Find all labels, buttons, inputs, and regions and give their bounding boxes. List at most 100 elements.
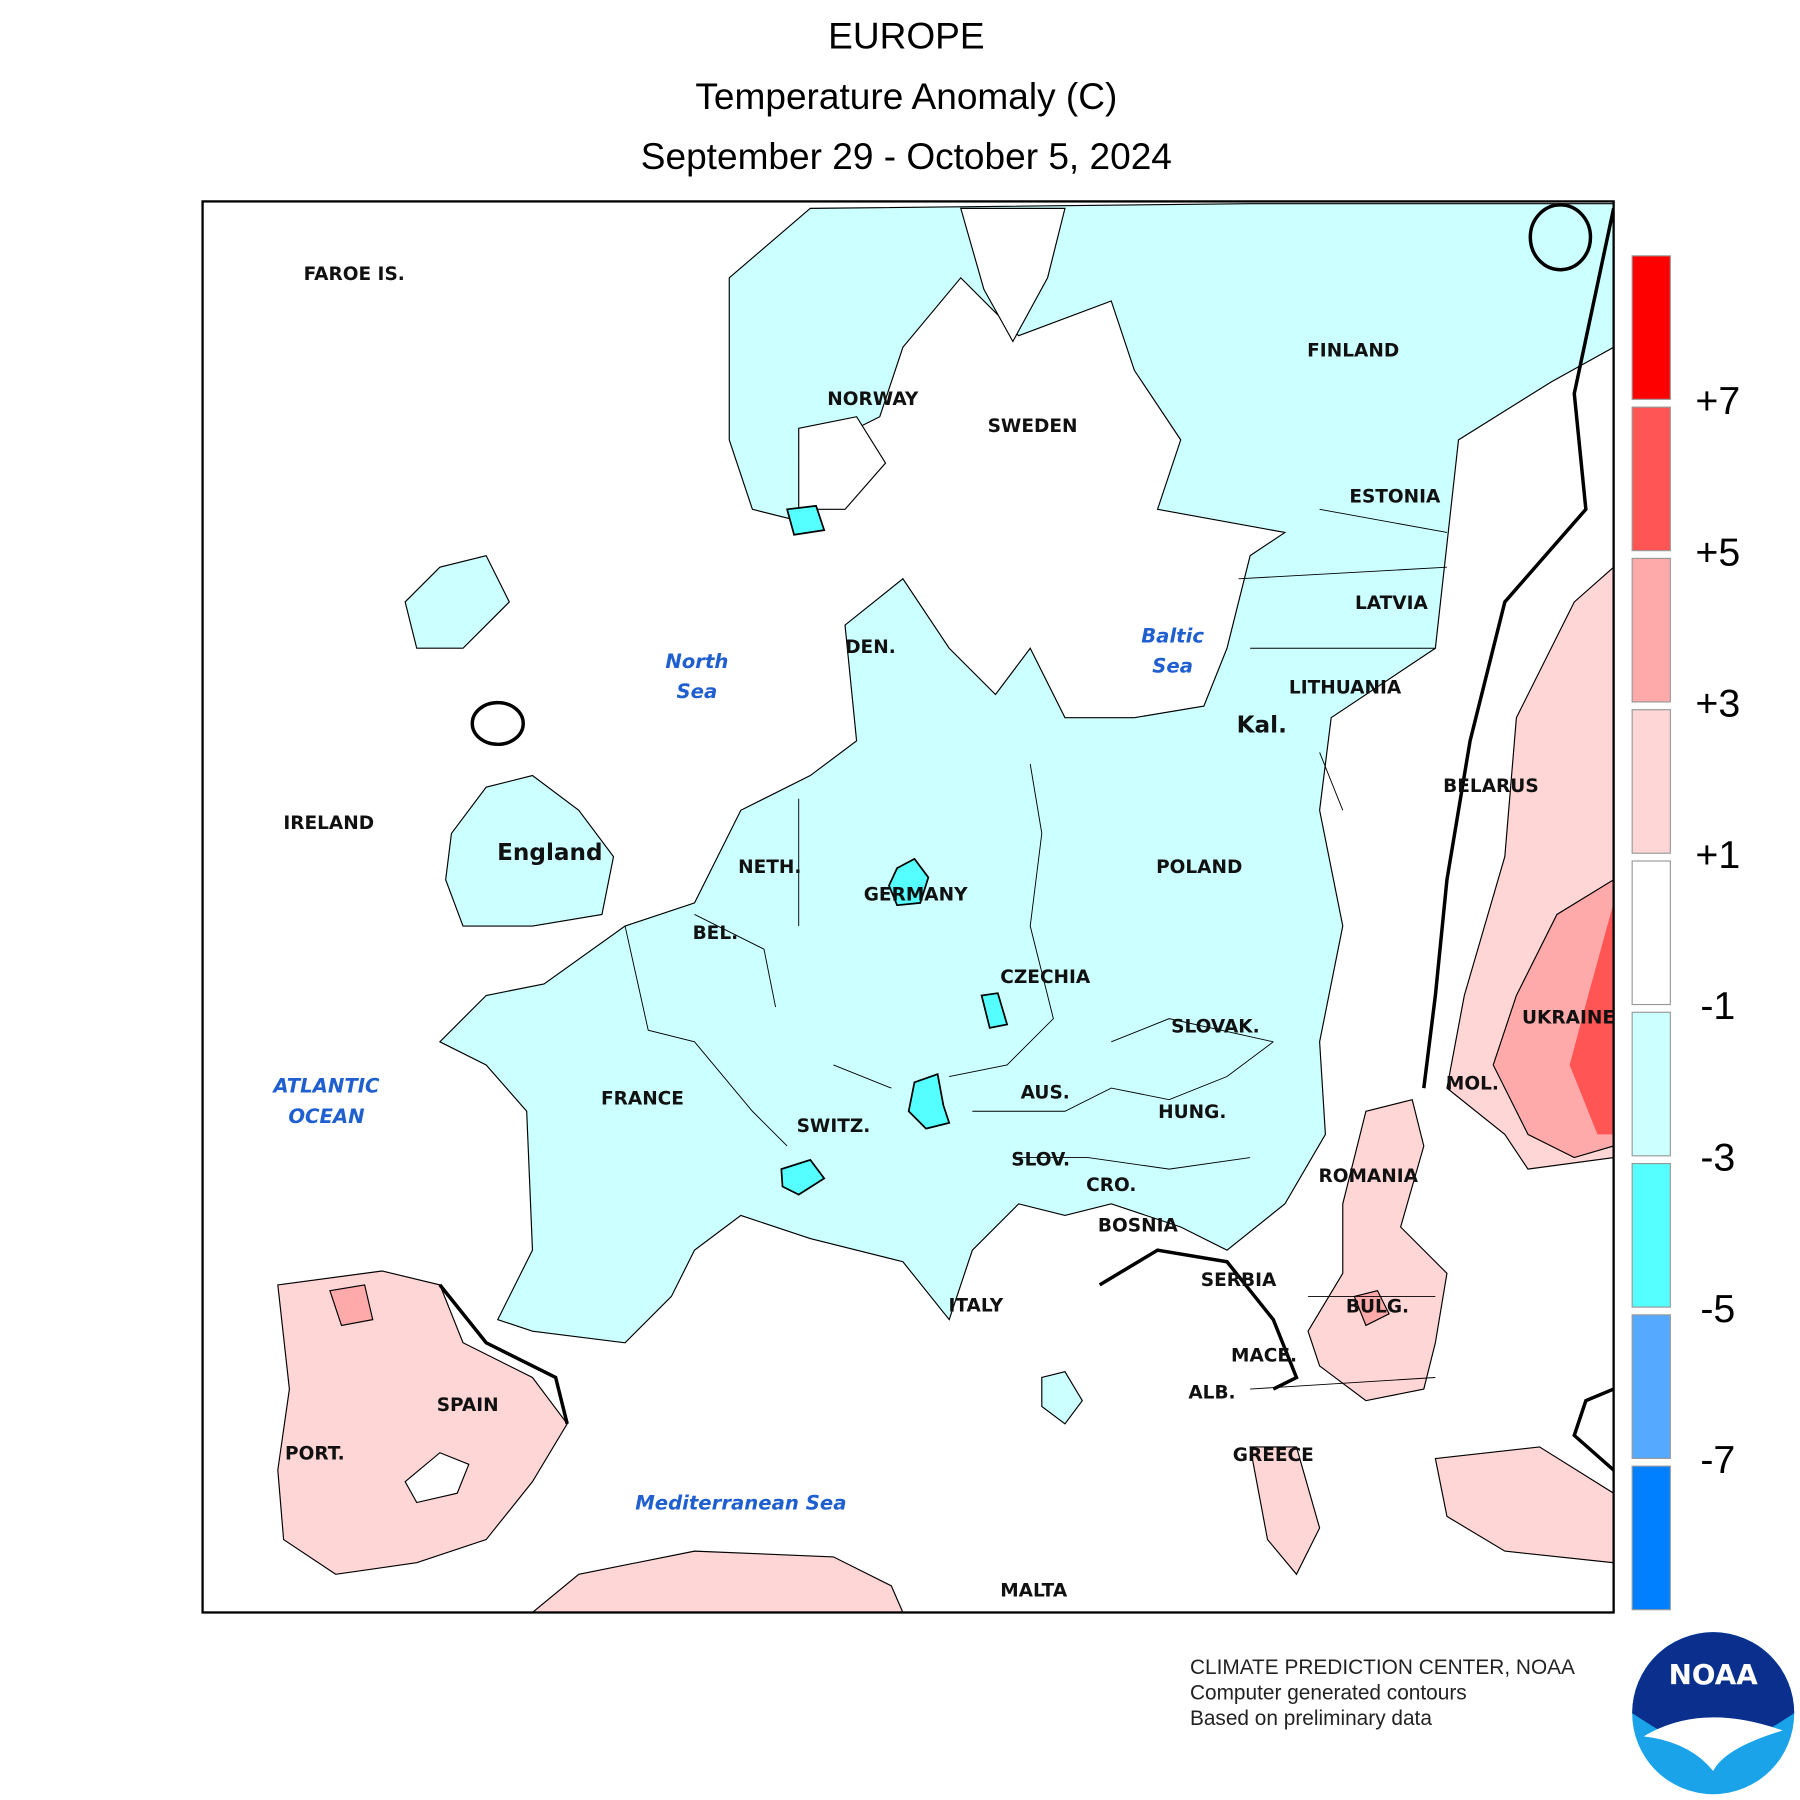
colorbar-segment xyxy=(1631,557,1671,703)
anomaly-region xyxy=(531,1550,904,1613)
country-label: MOL. xyxy=(1446,1073,1499,1094)
map-labels: FAROE IS. NORWAY SWEDEN FINLAND ESTONIA LATVI… xyxy=(271,264,1615,1601)
country-label: BULG. xyxy=(1346,1297,1409,1318)
colorbar-tick-label: -7 xyxy=(1700,1438,1735,1482)
footer-line: CLIMATE PREDICTION CENTER, NOAA xyxy=(1190,1656,1575,1679)
cold-spot xyxy=(780,1158,826,1196)
country-label: HUNG. xyxy=(1158,1102,1226,1123)
title: EUROPE xyxy=(828,15,984,57)
country-label: LATVIA xyxy=(1355,593,1429,614)
country-label: BELARUS xyxy=(1443,776,1539,797)
country-label: IRELAND xyxy=(283,813,374,834)
contour xyxy=(1572,1387,1614,1472)
colorbar-segment xyxy=(1631,255,1671,400)
colorbar-tick-label: +7 xyxy=(1695,379,1740,423)
country-label: FINLAND xyxy=(1307,341,1399,362)
colorbar-tick-label: -5 xyxy=(1700,1287,1735,1331)
country-label: SLOVAK. xyxy=(1171,1017,1260,1038)
country-label: SERBIA xyxy=(1201,1270,1277,1291)
anomaly-region xyxy=(1434,1446,1614,1564)
country-label: ESTONIA xyxy=(1349,486,1441,507)
country-label: SPAIN xyxy=(437,1395,499,1416)
colorbar-segment xyxy=(1631,709,1671,854)
anomaly-region xyxy=(445,774,615,927)
anomaly-region xyxy=(1041,1371,1084,1425)
anomaly-region xyxy=(277,1270,568,1575)
sea-label: North xyxy=(665,650,728,673)
contour xyxy=(1422,207,1614,1089)
noaa-logo: NOAA xyxy=(1632,1632,1795,1795)
anomaly-region xyxy=(1307,1098,1448,1402)
map xyxy=(202,201,1614,1613)
country-label: LITHUANIA xyxy=(1289,677,1402,698)
colorbar-segment xyxy=(1631,860,1671,1006)
sea-label: ATLANTIC xyxy=(271,1075,380,1098)
country-label: BOSNIA xyxy=(1098,1216,1179,1237)
anomaly-region xyxy=(438,203,1614,1344)
country-label: ALB. xyxy=(1188,1382,1235,1403)
colorbar: +7 +5 +3 +1 -1 -3 -5 -7 xyxy=(1631,255,1740,1611)
country-label: MACE. xyxy=(1231,1345,1297,1366)
footer-line: Computer generated contours xyxy=(1190,1681,1467,1704)
date: September 29 - October 5, 2024 xyxy=(641,135,1172,177)
country-label: ITALY xyxy=(948,1296,1003,1317)
country-label: SWEDEN xyxy=(988,416,1078,437)
contour xyxy=(1528,203,1593,272)
colorbar-segment xyxy=(1631,1011,1671,1157)
colorbar-segment xyxy=(1631,406,1671,552)
country-label: BEL. xyxy=(693,923,739,944)
country-label: CZECHIA xyxy=(1000,967,1091,988)
country-label: POLAND xyxy=(1156,857,1242,878)
contour-hole xyxy=(798,416,887,510)
country-label: DEN. xyxy=(845,637,896,658)
map-frame xyxy=(201,200,1615,1614)
country-border xyxy=(624,508,1448,1390)
country-label: NORWAY xyxy=(827,389,919,410)
anomaly-region xyxy=(1569,902,1614,1135)
country-label: AUS. xyxy=(1021,1083,1070,1104)
country-label: FRANCE xyxy=(601,1088,684,1109)
anomaly-region xyxy=(1353,1290,1390,1327)
country-label: GERMANY xyxy=(864,885,968,906)
country-label: England xyxy=(497,840,602,866)
cold-spot xyxy=(786,504,826,536)
footer-line: Based on preliminary data xyxy=(1190,1707,1432,1730)
cold-spot xyxy=(980,992,1009,1029)
colorbar-tick-label: +5 xyxy=(1695,530,1740,574)
colorbar-tick-label: -1 xyxy=(1700,984,1735,1028)
contour xyxy=(438,1283,569,1425)
logo-text: NOAA xyxy=(1669,1658,1759,1691)
country-label: Kal. xyxy=(1237,713,1287,739)
contour xyxy=(1098,1248,1299,1391)
country-label: PORT. xyxy=(285,1444,345,1465)
subtitle: Temperature Anomaly (C) xyxy=(695,75,1117,117)
cold-spot xyxy=(907,1073,951,1130)
country-label: GREECE xyxy=(1233,1445,1314,1466)
lake xyxy=(960,207,1066,343)
anomaly-region xyxy=(404,554,511,649)
anomaly-region xyxy=(1249,1446,1321,1576)
anomaly-region xyxy=(329,1284,374,1327)
sea-label: OCEAN xyxy=(288,1105,365,1128)
country-label: UKRAINE xyxy=(1522,1007,1615,1028)
contour-hole xyxy=(404,1452,470,1504)
colorbar-segment xyxy=(1631,1314,1671,1459)
country-label: SLOV. xyxy=(1011,1150,1070,1171)
country-label: NETH. xyxy=(738,857,801,878)
contour xyxy=(470,700,525,747)
colorbar-segment xyxy=(1631,1162,1671,1308)
country-label: ROMANIA xyxy=(1318,1166,1418,1187)
country-label: FAROE IS. xyxy=(304,264,405,285)
sea-label: Sea xyxy=(1152,655,1193,678)
country-label: SWITZ. xyxy=(797,1116,871,1137)
country-label: CRO. xyxy=(1086,1175,1136,1196)
colorbar-tick-label: +3 xyxy=(1695,682,1740,726)
sea-label: Sea xyxy=(676,680,717,703)
cold-spot xyxy=(888,857,930,907)
country-label: MALTA xyxy=(1000,1580,1068,1601)
colorbar-tick-label: -3 xyxy=(1700,1135,1735,1179)
colorbar-segment xyxy=(1631,1465,1671,1611)
colorbar-tick-label: +1 xyxy=(1695,833,1740,877)
